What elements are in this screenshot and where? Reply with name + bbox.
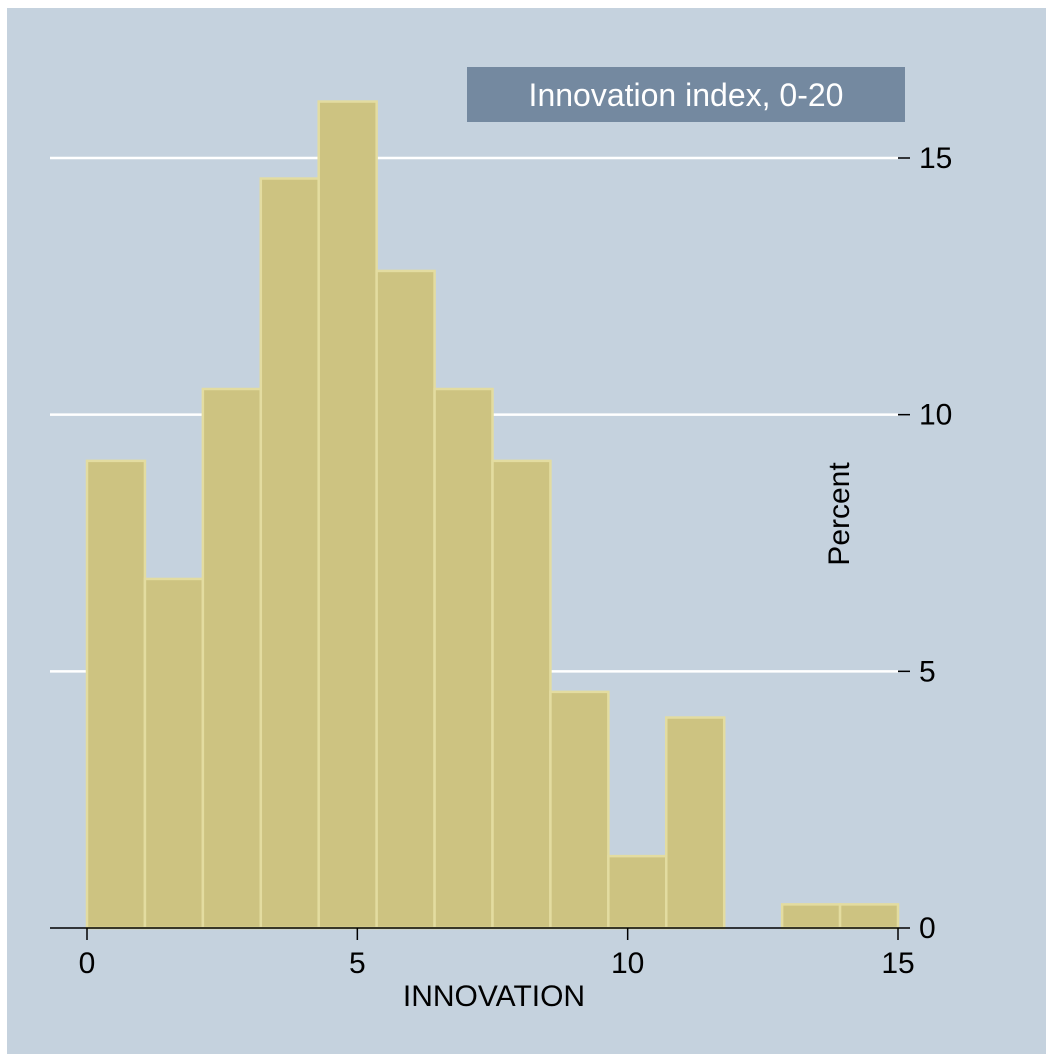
histogram-bar — [85, 459, 147, 930]
histogram-bar — [838, 903, 900, 930]
histogram-bar — [665, 716, 726, 930]
histogram-bar — [143, 577, 205, 930]
histogram-bar — [549, 690, 610, 930]
x-tick-label: 5 — [349, 947, 366, 980]
y-axis-title: Percent — [823, 462, 856, 566]
x-tick-label: 15 — [881, 947, 914, 980]
x-tick-label: 0 — [79, 947, 96, 980]
histogram-bar — [780, 903, 842, 930]
histogram-bars — [85, 100, 900, 930]
y-tick-label: 15 — [919, 142, 952, 175]
histogram-bar — [375, 269, 436, 930]
histogram-bar — [433, 387, 494, 930]
x-tick-label: 10 — [611, 947, 644, 980]
y-tick-label: 10 — [919, 399, 952, 432]
histogram-bar — [491, 459, 552, 930]
axes — [50, 157, 910, 940]
chart-title: Innovation index, 0-20 — [529, 77, 844, 113]
title-box — [467, 67, 905, 122]
x-axis-title: INNOVATION — [403, 980, 585, 1013]
y-tick-label: 0 — [919, 912, 936, 945]
histogram-bar — [201, 387, 263, 930]
histogram-bar — [317, 100, 378, 930]
y-tick-label: 5 — [919, 655, 936, 688]
histogram-bar — [607, 854, 668, 930]
histogram-bar — [259, 177, 320, 930]
